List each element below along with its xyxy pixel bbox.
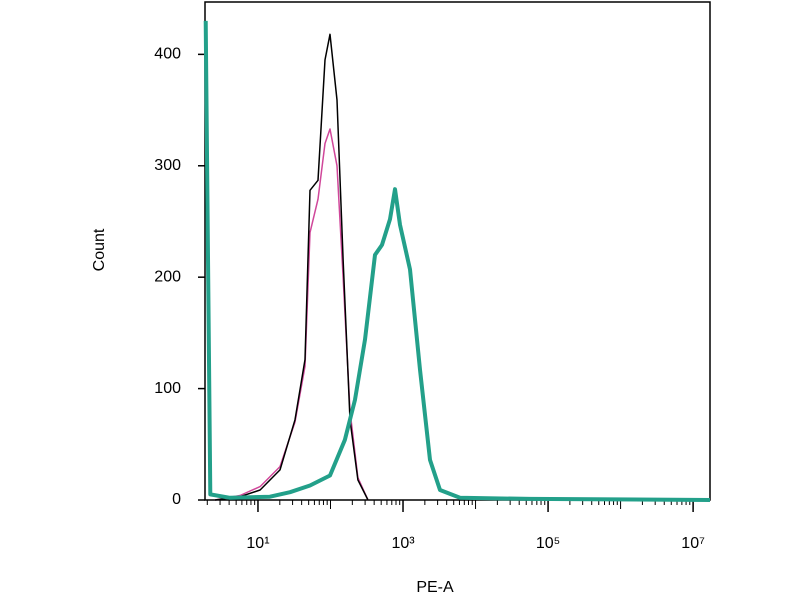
y-tick-label: 300 (154, 157, 181, 174)
plot-frame (204, 1, 711, 501)
y-tick-label: 200 (154, 268, 181, 285)
x-tick-label: 10⁷ (681, 535, 705, 552)
y-tick-label: 100 (154, 380, 181, 397)
x-tick-label: 10³ (391, 535, 415, 552)
y-axis-label: Count (91, 228, 108, 271)
x-tick-label: 10¹ (246, 535, 269, 552)
histogram-line (214, 33, 369, 501)
histogram-line (203, 20, 711, 502)
y-tick-label: 0 (172, 491, 181, 508)
y-tick-label: 400 (154, 46, 181, 63)
x-axis-label: PE-A (416, 579, 454, 596)
x-tick-label: 10⁵ (536, 535, 560, 552)
